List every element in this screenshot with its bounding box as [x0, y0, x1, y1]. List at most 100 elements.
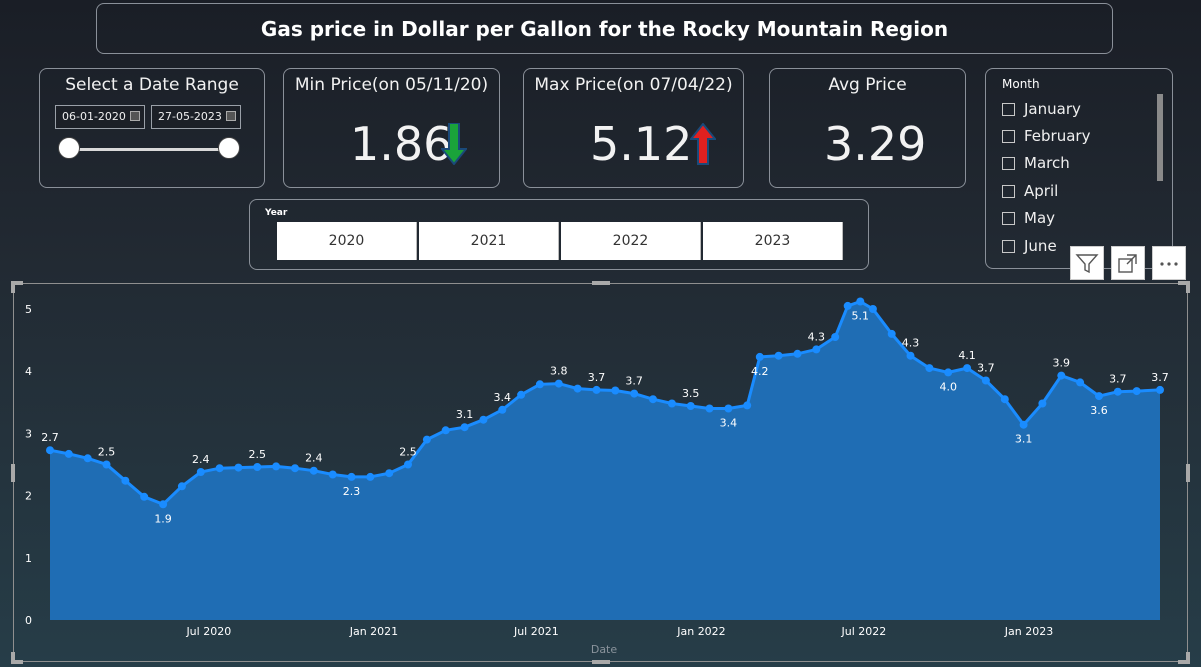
data-point — [404, 460, 412, 469]
month-label: April — [1024, 182, 1059, 200]
checkbox[interactable] — [1002, 211, 1015, 225]
resize-handle[interactable] — [592, 281, 610, 285]
month-option-march[interactable]: March — [1002, 153, 1070, 173]
series-area — [50, 301, 1160, 620]
data-point — [755, 352, 764, 361]
checkbox[interactable] — [1002, 239, 1015, 253]
resize-handle[interactable] — [592, 660, 610, 664]
date-slider-start-handle[interactable] — [58, 137, 80, 159]
data-point — [774, 351, 783, 360]
avg-price-label: Avg Price — [828, 75, 907, 95]
min-price-label: Min Price(on 05/11/20) — [294, 75, 489, 95]
data-label: 4.1 — [958, 349, 976, 362]
data-point — [868, 305, 877, 313]
filter-button[interactable] — [1070, 246, 1104, 280]
year-option-2022[interactable]: 2022 — [561, 222, 701, 260]
date-slider-end-handle[interactable] — [218, 137, 240, 159]
data-label: 2.7 — [41, 431, 59, 444]
data-label: 3.4 — [494, 391, 512, 404]
x-tick-label: Jan 2023 — [1004, 625, 1053, 638]
data-label: 2.3 — [343, 485, 361, 498]
resize-handle[interactable] — [11, 281, 15, 293]
data-point — [64, 449, 73, 458]
data-label: 3.5 — [682, 387, 700, 400]
resize-handle[interactable] — [11, 660, 23, 664]
more-options-button[interactable] — [1152, 246, 1186, 280]
month-option-may[interactable]: May — [1002, 208, 1055, 228]
month-option-june[interactable]: June — [1002, 236, 1057, 256]
y-tick-label: 3 — [25, 427, 32, 440]
data-label: 2.5 — [249, 448, 267, 461]
calendar-icon[interactable] — [130, 111, 140, 121]
data-point — [347, 472, 356, 481]
data-point — [121, 476, 130, 485]
data-point — [272, 462, 281, 471]
chart-visual[interactable]: 0 1 2 3 4 5 Jul 2020 Jan 2021 Jul 2021 Jan 2022 Ju… — [11, 281, 1190, 664]
resize-handle[interactable] — [11, 281, 23, 285]
data-point — [812, 345, 821, 354]
resize-handle[interactable] — [1186, 652, 1190, 664]
data-point — [856, 297, 865, 306]
x-tick-label: Jan 2021 — [349, 625, 398, 638]
data-label: 4.0 — [939, 380, 957, 393]
data-point — [366, 472, 375, 481]
filter-icon — [1075, 254, 1099, 274]
data-label: 3.7 — [1151, 371, 1169, 384]
resize-handle[interactable] — [1186, 281, 1190, 293]
month-slicer: Month January February March April May J… — [985, 68, 1173, 269]
end-date-input[interactable]: 27-05-2023 — [151, 105, 241, 129]
focus-mode-button[interactable] — [1111, 246, 1145, 280]
data-label: 1.9 — [154, 512, 172, 525]
checkbox[interactable] — [1002, 184, 1015, 198]
resize-handle[interactable] — [1186, 464, 1190, 482]
data-label: 3.9 — [1053, 357, 1071, 370]
date-range-title: Select a Date Range — [65, 75, 239, 95]
data-point — [743, 401, 752, 410]
data-label: 3.7 — [625, 375, 643, 388]
data-label: 4.2 — [751, 365, 769, 378]
avg-price-card: Avg Price 3.29 — [769, 68, 966, 188]
data-point — [517, 390, 526, 399]
data-point — [140, 492, 149, 501]
resize-handle[interactable] — [1178, 281, 1190, 285]
month-option-january[interactable]: January — [1002, 99, 1081, 119]
data-point — [498, 405, 507, 414]
data-label: 3.7 — [1109, 373, 1127, 386]
data-point — [159, 500, 168, 509]
data-point — [573, 384, 582, 393]
data-point — [843, 301, 852, 310]
year-option-2020[interactable]: 2020 — [277, 222, 417, 260]
data-point — [887, 329, 896, 338]
start-date-input[interactable]: 06-01-2020 — [55, 105, 145, 129]
end-date-value: 27-05-2023 — [158, 110, 222, 123]
data-point — [177, 482, 186, 491]
data-point — [422, 435, 431, 444]
resize-handle[interactable] — [11, 464, 15, 482]
data-point — [592, 385, 601, 394]
resize-handle[interactable] — [11, 652, 15, 664]
month-label: February — [1024, 127, 1091, 145]
data-label: 3.1 — [1015, 433, 1033, 446]
data-point — [1019, 420, 1028, 429]
data-point — [686, 402, 695, 410]
data-point — [667, 399, 676, 408]
calendar-icon[interactable] — [226, 111, 236, 121]
data-point — [1156, 385, 1164, 394]
month-slicer-scrollbar[interactable] — [1157, 94, 1163, 181]
date-slider-track[interactable] — [68, 148, 232, 151]
y-tick-label: 2 — [25, 490, 32, 503]
checkbox[interactable] — [1002, 129, 1015, 143]
month-option-february[interactable]: February — [1002, 126, 1090, 146]
year-option-2021[interactable]: 2021 — [419, 222, 559, 260]
data-label: 3.4 — [720, 417, 738, 430]
focus-mode-icon — [1118, 254, 1137, 273]
data-point — [441, 426, 450, 435]
year-option-2023[interactable]: 2023 — [703, 222, 843, 260]
data-label: 3.1 — [456, 408, 474, 421]
checkbox[interactable] — [1002, 102, 1015, 116]
price-area-chart: 0 1 2 3 4 5 Jul 2020 Jan 2021 Jul 2021 Jan 2022 Ju… — [25, 297, 1169, 656]
resize-handle[interactable] — [1178, 660, 1190, 664]
month-option-april[interactable]: April — [1002, 181, 1058, 201]
checkbox[interactable] — [1002, 156, 1015, 170]
data-point — [1000, 395, 1009, 404]
